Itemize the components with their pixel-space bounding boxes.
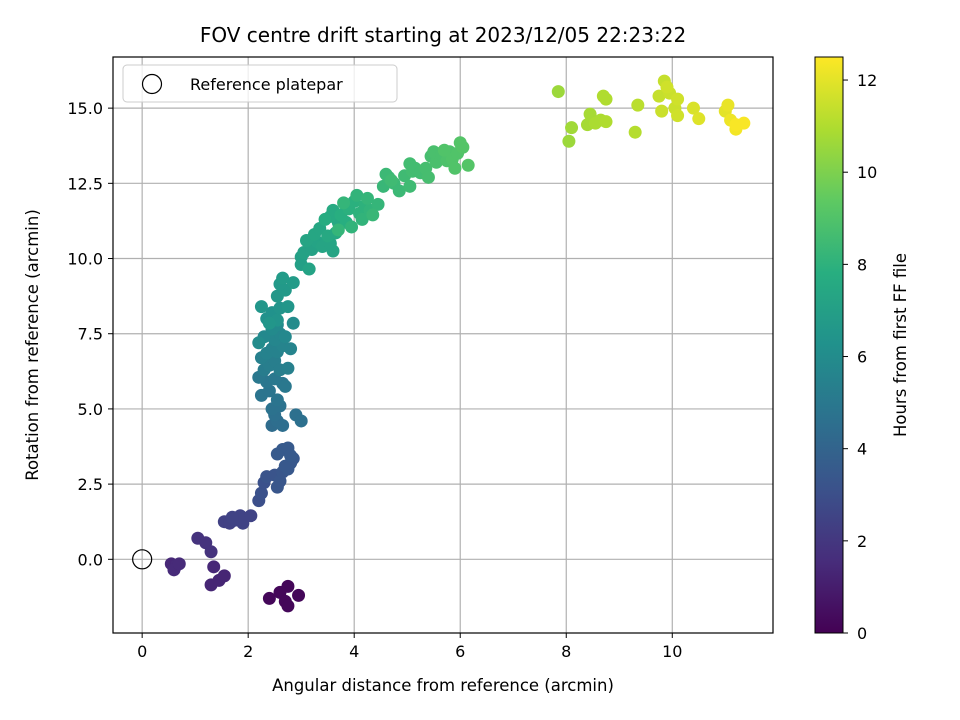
data-point-0: [262, 591, 276, 605]
data-point-23: [225, 510, 239, 524]
data-point-149: [565, 121, 579, 135]
legend-marker-open-circle: [141, 73, 163, 95]
y-tick-label-4: 10.0: [67, 250, 103, 269]
data-point-148: [562, 134, 576, 148]
data-point-5: [292, 588, 306, 602]
data-point-123: [392, 184, 406, 198]
colorbar-tick-label-5: 10: [857, 163, 877, 182]
y-axis-ticks: 0.0 2.5 5.0 7.5 10.0 12.5 15.0: [67, 99, 113, 569]
data-point-144: [461, 158, 475, 172]
data-point-166: [660, 80, 674, 94]
data-point-45: [294, 414, 308, 428]
legend-label: Reference platepar: [190, 75, 343, 94]
data-point-60: [281, 361, 295, 375]
data-point-35: [278, 459, 292, 473]
data-point-159: [652, 89, 666, 103]
y-tick-label-0: 0.0: [78, 550, 103, 569]
data-point-69: [278, 330, 292, 344]
data-point-22: [244, 509, 258, 523]
data-point-86: [276, 271, 290, 285]
legend-box: [122, 64, 398, 103]
legend: Reference platepar: [122, 64, 398, 103]
data-point-104: [318, 212, 332, 226]
data-point-25: [254, 486, 268, 500]
data-point-125: [384, 173, 398, 187]
data-point-133: [421, 170, 435, 184]
data-point-4: [281, 599, 295, 613]
data-point-16: [204, 545, 218, 559]
data-point-92: [302, 262, 316, 276]
data-point-39: [284, 449, 298, 463]
data-point-145: [453, 136, 467, 150]
x-tick-label-3: 6: [455, 642, 465, 661]
data-point-42: [276, 418, 290, 432]
data-point-9: [207, 560, 221, 574]
data-point-80: [254, 300, 268, 314]
data-point-114: [355, 212, 369, 226]
data-point-73: [286, 316, 300, 330]
colorbar-tick-label-3: 6: [857, 348, 867, 367]
data-point-154: [599, 115, 613, 129]
reference-point: [132, 549, 153, 570]
plot-frame: [112, 56, 774, 634]
data-point-168: [692, 112, 706, 126]
colorbar-tick-label-6: 12: [857, 71, 877, 90]
data-point-170: [721, 98, 735, 112]
data-point-95: [326, 244, 340, 258]
y-tick-label-6: 15.0: [67, 99, 103, 118]
data-point-164: [671, 92, 685, 106]
x-axis-ticks: 0 2 4 6 8 10: [137, 633, 682, 661]
x-tick-label-4: 8: [561, 642, 571, 661]
data-point-119: [366, 208, 380, 222]
data-point-141: [448, 161, 462, 175]
colorbar-tick-label-0: 0: [857, 624, 867, 643]
colorbar-tick-label-1: 2: [857, 532, 867, 551]
data-point-112: [350, 188, 364, 202]
data-point-167: [686, 101, 700, 115]
data-point-79: [281, 300, 295, 314]
x-axis-label: Angular distance from reference (arcmin): [272, 676, 614, 695]
data-point-146: [437, 143, 451, 157]
reference-platepar-marker: [132, 549, 153, 570]
data-point-8: [217, 569, 231, 583]
y-tick-label-1: 2.5: [78, 475, 103, 494]
data-point-55: [278, 379, 292, 393]
data-point-85: [286, 276, 300, 290]
colorbar-tick-label-2: 4: [857, 440, 867, 459]
data-point-165: [671, 109, 685, 123]
data-point-174: [729, 118, 743, 132]
data-point-13: [172, 557, 186, 571]
colorbar-tick-label-4: 8: [857, 255, 867, 274]
x-tick-label-0: 0: [137, 642, 147, 661]
data-point-50: [270, 393, 284, 407]
data-point-127: [403, 179, 417, 193]
y-axis-label: Rotation from reference (arcmin): [23, 209, 42, 481]
data-point-147: [551, 85, 565, 99]
colorbar-gradient: [814, 56, 844, 634]
y-tick-label-3: 7.5: [78, 325, 103, 344]
x-tick-label-1: 2: [243, 642, 253, 661]
data-points: [164, 74, 751, 613]
data-point-66: [284, 342, 298, 356]
colorbar: 0 2 4 6 8 10 12 Hours from first FF file: [814, 56, 910, 643]
data-point-115: [337, 196, 351, 210]
data-point-117: [371, 197, 385, 211]
x-tick-label-2: 4: [349, 642, 359, 661]
x-tick-label-5: 10: [662, 642, 682, 661]
colorbar-ticks: 0 2 4 6 8 10 12: [843, 71, 877, 643]
colorbar-label: Hours from first FF file: [891, 253, 910, 437]
data-point-157: [628, 125, 642, 139]
data-point-158: [631, 98, 645, 112]
y-tick-label-5: 12.5: [67, 174, 103, 193]
chart-title: FOV centre drift starting at 2023/12/05 …: [200, 23, 686, 47]
data-point-81: [262, 316, 276, 330]
data-point-161: [655, 104, 669, 118]
data-point-113: [345, 220, 359, 234]
y-tick-label-2: 5.0: [78, 400, 103, 419]
data-point-118: [331, 223, 345, 237]
data-point-74: [252, 336, 266, 350]
data-point-156: [599, 92, 613, 106]
data-point-116: [360, 191, 374, 205]
